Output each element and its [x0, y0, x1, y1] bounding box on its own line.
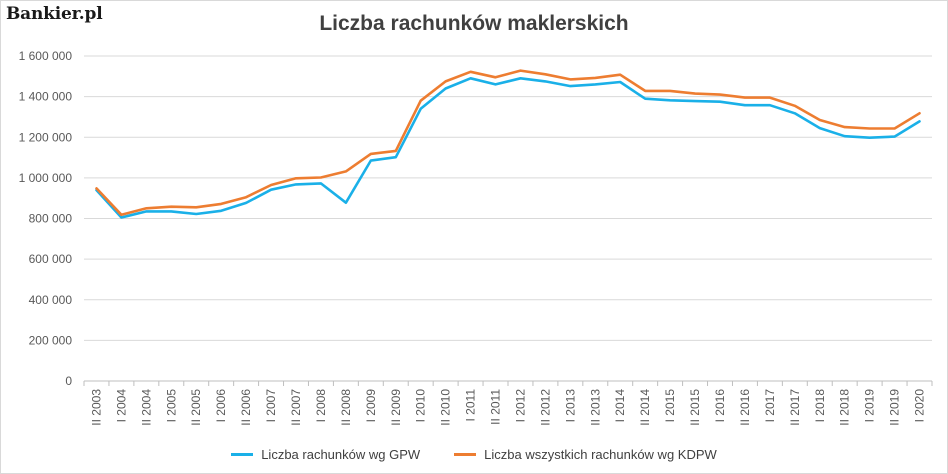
y-tick-label: 1 200 000: [19, 130, 73, 144]
x-tick-label: I 2008: [314, 389, 328, 423]
legend-item-gpw: Liczba rachunków wg GPW: [231, 447, 420, 462]
x-tick-label: II 2007: [289, 389, 303, 426]
x-tick-label: II 2004: [139, 389, 153, 426]
legend-item-kdpw: Liczba wszystkich rachunków wg KDPW: [454, 447, 717, 462]
x-tick-label: II 2005: [189, 389, 203, 426]
y-tick-label: 0: [65, 374, 72, 388]
series-line-gpw: [95, 77, 921, 219]
x-tick-label: II 2013: [588, 389, 602, 426]
x-tick-label: I 2017: [763, 389, 777, 423]
y-axis-ticks: 0 200 000 400 000 600 000 800 000 1 000 000 1 …: [19, 49, 73, 388]
x-tick-label: I 2012: [513, 389, 527, 423]
y-tick-label: 600 000: [29, 252, 73, 266]
series-line-kdpw: [95, 69, 921, 217]
legend-label-kdpw: Liczba wszystkich rachunków wg KDPW: [484, 447, 717, 462]
x-tick-label: I 2013: [563, 389, 577, 423]
y-tick-label: 800 000: [29, 212, 73, 226]
bankier-logo: Bankier.pl: [6, 4, 103, 24]
x-axis-ticks: II 2003 I 2004 II 2004 I 2005 II 2005 I 2006 I…: [83, 381, 933, 426]
x-tick-label: I 2016: [713, 389, 727, 423]
y-tick-label: 200 000: [29, 333, 73, 347]
legend-swatch-gpw: [231, 453, 254, 456]
series-lines: [95, 69, 921, 219]
x-tick-label: I 2020: [913, 389, 927, 423]
y-tick-label: 1 000 000: [19, 171, 73, 185]
x-tick-label: II 2006: [239, 389, 253, 426]
x-tick-label: II 2017: [788, 389, 802, 426]
x-tick-label: II 2011: [489, 389, 503, 425]
chart-title: Liczba rachunków maklerskich: [319, 12, 629, 35]
x-tick-label: II 2016: [738, 389, 752, 426]
legend-swatch-kdpw: [454, 453, 477, 456]
gridlines: [84, 55, 932, 382]
x-tick-label: I 2010: [414, 389, 428, 423]
y-tick-label: 1 400 000: [19, 90, 73, 104]
legend-label-gpw: Liczba rachunków wg GPW: [261, 447, 421, 462]
x-tick-label: I 2006: [214, 389, 228, 423]
x-tick-label: I 2014: [613, 389, 627, 423]
x-tick-label: I 2015: [663, 389, 677, 423]
x-tick-label: II 2014: [638, 389, 652, 426]
x-tick-label: II 2018: [838, 389, 852, 426]
legend: Liczba rachunków wg GPW Liczba wszystkic…: [0, 447, 948, 462]
x-tick-label: II 2019: [888, 389, 902, 426]
x-tick-label: I 2005: [164, 389, 178, 423]
y-tick-label: 400 000: [29, 293, 73, 307]
x-tick-label: II 2009: [389, 389, 403, 426]
y-tick-label: 1 600 000: [19, 49, 73, 63]
x-tick-label: II 2012: [538, 389, 552, 426]
x-tick-label: I 2007: [264, 389, 278, 423]
x-tick-label: II 2008: [339, 389, 353, 426]
x-tick-label: II 2015: [688, 389, 702, 426]
x-tick-label: I 2011: [464, 389, 478, 422]
x-tick-label: I 2019: [863, 389, 877, 423]
x-tick-label: I 2004: [114, 389, 128, 423]
x-tick-label: I 2018: [813, 389, 827, 423]
x-tick-label: II 2010: [439, 389, 453, 426]
x-tick-label: I 2009: [364, 389, 378, 423]
x-tick-label: II 2003: [89, 389, 103, 426]
